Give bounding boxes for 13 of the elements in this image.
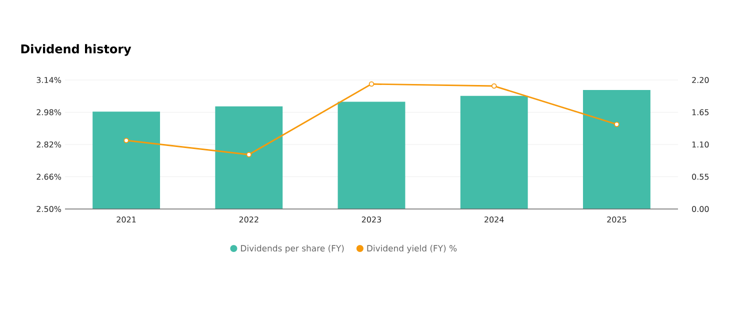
point: [124, 138, 129, 144]
bar: [582, 90, 650, 209]
bar: [338, 102, 406, 209]
bar: [215, 106, 283, 209]
chart-title: Dividend history: [21, 44, 132, 56]
point: [614, 122, 620, 127]
point: [368, 81, 374, 87]
legend-label: Dividend yield (FY) %: [367, 244, 457, 254]
point: [491, 83, 497, 89]
bar: [92, 112, 160, 209]
legend-label: Dividends per share (FY): [241, 244, 344, 254]
bar: [460, 96, 528, 209]
point: [246, 152, 252, 158]
